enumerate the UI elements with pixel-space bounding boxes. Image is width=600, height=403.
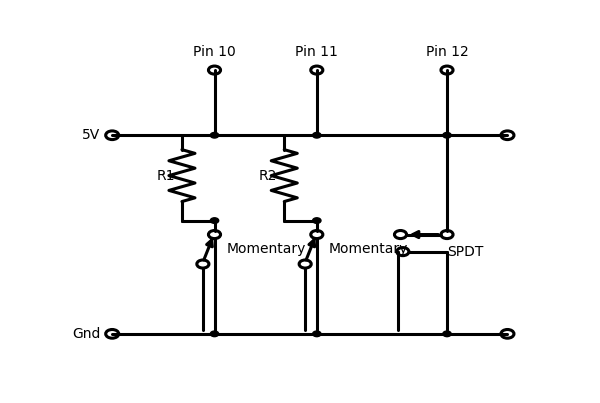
Text: 5V: 5V (82, 128, 101, 142)
Circle shape (211, 218, 218, 223)
Circle shape (313, 133, 321, 138)
Text: SPDT: SPDT (447, 245, 484, 259)
Circle shape (443, 331, 451, 337)
Text: Momentary: Momentary (226, 242, 305, 256)
Text: Momentary: Momentary (328, 242, 408, 256)
Circle shape (443, 133, 451, 138)
Circle shape (211, 331, 218, 337)
Circle shape (313, 218, 321, 223)
Text: Pin 11: Pin 11 (295, 45, 338, 59)
Text: R2: R2 (259, 168, 277, 183)
Circle shape (313, 331, 321, 337)
Text: Pin 10: Pin 10 (193, 45, 236, 59)
Circle shape (211, 133, 218, 138)
Text: Gnd: Gnd (72, 327, 101, 341)
Text: R1: R1 (157, 168, 175, 183)
Text: Pin 12: Pin 12 (425, 45, 469, 59)
